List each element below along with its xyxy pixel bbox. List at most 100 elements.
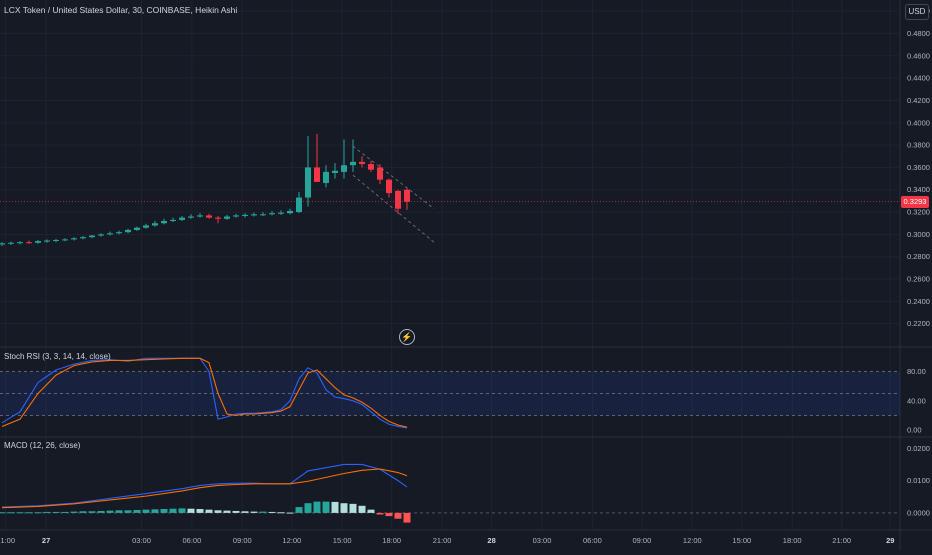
price-tick-label: 0.4400: [907, 74, 930, 83]
macd-histogram-bar: [259, 511, 267, 513]
macd-histogram-bar: [79, 511, 87, 513]
macd-title: MACD (12, 26, close): [4, 441, 81, 450]
trend-channel-lower: [352, 174, 435, 243]
time-tick-label: 21:00: [433, 536, 452, 545]
price-tick-label: 0.2600: [907, 275, 930, 284]
price-tick-label: 0.2400: [907, 297, 930, 306]
candle-body: [188, 216, 194, 218]
macd-series-Signal: [1, 468, 408, 509]
symbol-title: LCX Token / United States Dollar, 30, CO…: [4, 5, 238, 15]
macd-histogram-bar: [295, 507, 303, 513]
candle-body: [242, 214, 248, 216]
candle-body: [161, 220, 167, 224]
candle-body: [404, 189, 410, 202]
macd-histogram-bar: [106, 510, 114, 513]
stoch-tick-label: 0.00: [907, 426, 922, 435]
candle-body: [62, 239, 68, 241]
candle-body: [98, 234, 104, 236]
candle-body: [80, 237, 86, 239]
candle-body: [89, 235, 95, 238]
macd-histogram-bar: [385, 512, 393, 517]
macd-histogram-bar: [142, 509, 150, 513]
time-tick-label: 12:00: [282, 536, 301, 545]
macd-histogram-bar: [286, 512, 294, 514]
stoch-tick-label: 40.00: [907, 396, 926, 405]
macd-histogram-bar: [205, 509, 213, 513]
macd-histogram-bar: [124, 510, 132, 513]
candle-body: [179, 217, 185, 220]
macd-histogram-bar: [223, 510, 231, 513]
macd-histogram-bar: [376, 512, 384, 515]
candle-body: [323, 171, 329, 184]
price-tick-label: 0.4200: [907, 96, 930, 105]
stoch-series-K: [1, 357, 408, 429]
price-tick-label: 0.4800: [907, 29, 930, 38]
price-tick-label: 0.3200: [907, 208, 930, 217]
macd-tick-label: 0.0200: [907, 444, 930, 453]
macd-tick-label: 0.0000: [907, 508, 930, 517]
macd-histogram-bar: [358, 505, 366, 513]
macd-histogram-bar: [61, 511, 69, 513]
time-tick-label: 03:00: [533, 536, 552, 545]
candle-body: [143, 225, 149, 228]
macd-histogram-bar: [313, 501, 321, 513]
candle-body: [278, 212, 284, 214]
macd-histogram-bar: [52, 511, 60, 513]
macd-histogram-bar: [88, 511, 96, 513]
macd-histogram-bar: [178, 508, 186, 513]
macd-histogram-bar: [340, 503, 348, 513]
macd-histogram-bar: [403, 512, 411, 523]
candle-body: [152, 223, 158, 226]
price-tick-label: 0.3000: [907, 230, 930, 239]
currency-button[interactable]: USD: [905, 4, 929, 20]
candle-body: [296, 197, 302, 213]
time-tick-label: 09:00: [233, 536, 252, 545]
macd-histogram-bar: [0, 512, 6, 514]
macd-histogram-bar: [25, 512, 33, 514]
macd-histogram-bar: [43, 511, 51, 513]
macd-histogram-bar: [214, 510, 222, 513]
macd-histogram-bar: [394, 512, 402, 519]
macd-histogram-bar: [169, 508, 177, 513]
macd-tick-label: 0.0100: [907, 476, 930, 485]
candle-body: [251, 214, 257, 216]
macd-histogram-bar: [160, 509, 168, 513]
macd-histogram-bar: [16, 512, 24, 514]
candle-body: [395, 190, 401, 209]
candle-body: [26, 242, 32, 244]
candle-body: [287, 210, 293, 214]
candle-body: [35, 241, 41, 243]
candle-body: [71, 238, 77, 240]
macd-histogram-bar: [34, 512, 42, 514]
candle-body: [260, 214, 266, 216]
candle-body: [116, 232, 122, 234]
macd-histogram-bar: [268, 511, 276, 513]
price-tick-label: 0.4000: [907, 118, 930, 127]
candle-body: [377, 167, 383, 180]
candle-body: [314, 167, 320, 182]
stoch-series-D: [1, 357, 408, 428]
candle-body: [341, 165, 347, 172]
price-tick-label: 0.2200: [907, 319, 930, 328]
candle-body: [125, 229, 131, 233]
candle-body: [8, 242, 14, 244]
macd-histogram-bar: [250, 511, 258, 513]
macd-histogram-bar: [115, 510, 123, 513]
macd-histogram-bar: [331, 501, 339, 513]
candle-body: [269, 213, 275, 215]
macd-histogram-bar: [232, 510, 240, 513]
macd-histogram-bar: [7, 512, 15, 514]
candle-body: [215, 217, 221, 219]
time-tick-label: 15:00: [333, 536, 352, 545]
candle-body: [134, 227, 140, 230]
time-tick-label: 18:00: [382, 536, 401, 545]
candle-body: [224, 216, 230, 219]
candle-body: [386, 179, 392, 194]
time-tick-label: 15:00: [732, 536, 751, 545]
lightning-icon[interactable]: ⚡: [399, 329, 415, 345]
candle-body: [53, 239, 59, 241]
last-price-label: 0.3293: [901, 195, 929, 208]
macd-histogram-bar: [322, 501, 330, 513]
